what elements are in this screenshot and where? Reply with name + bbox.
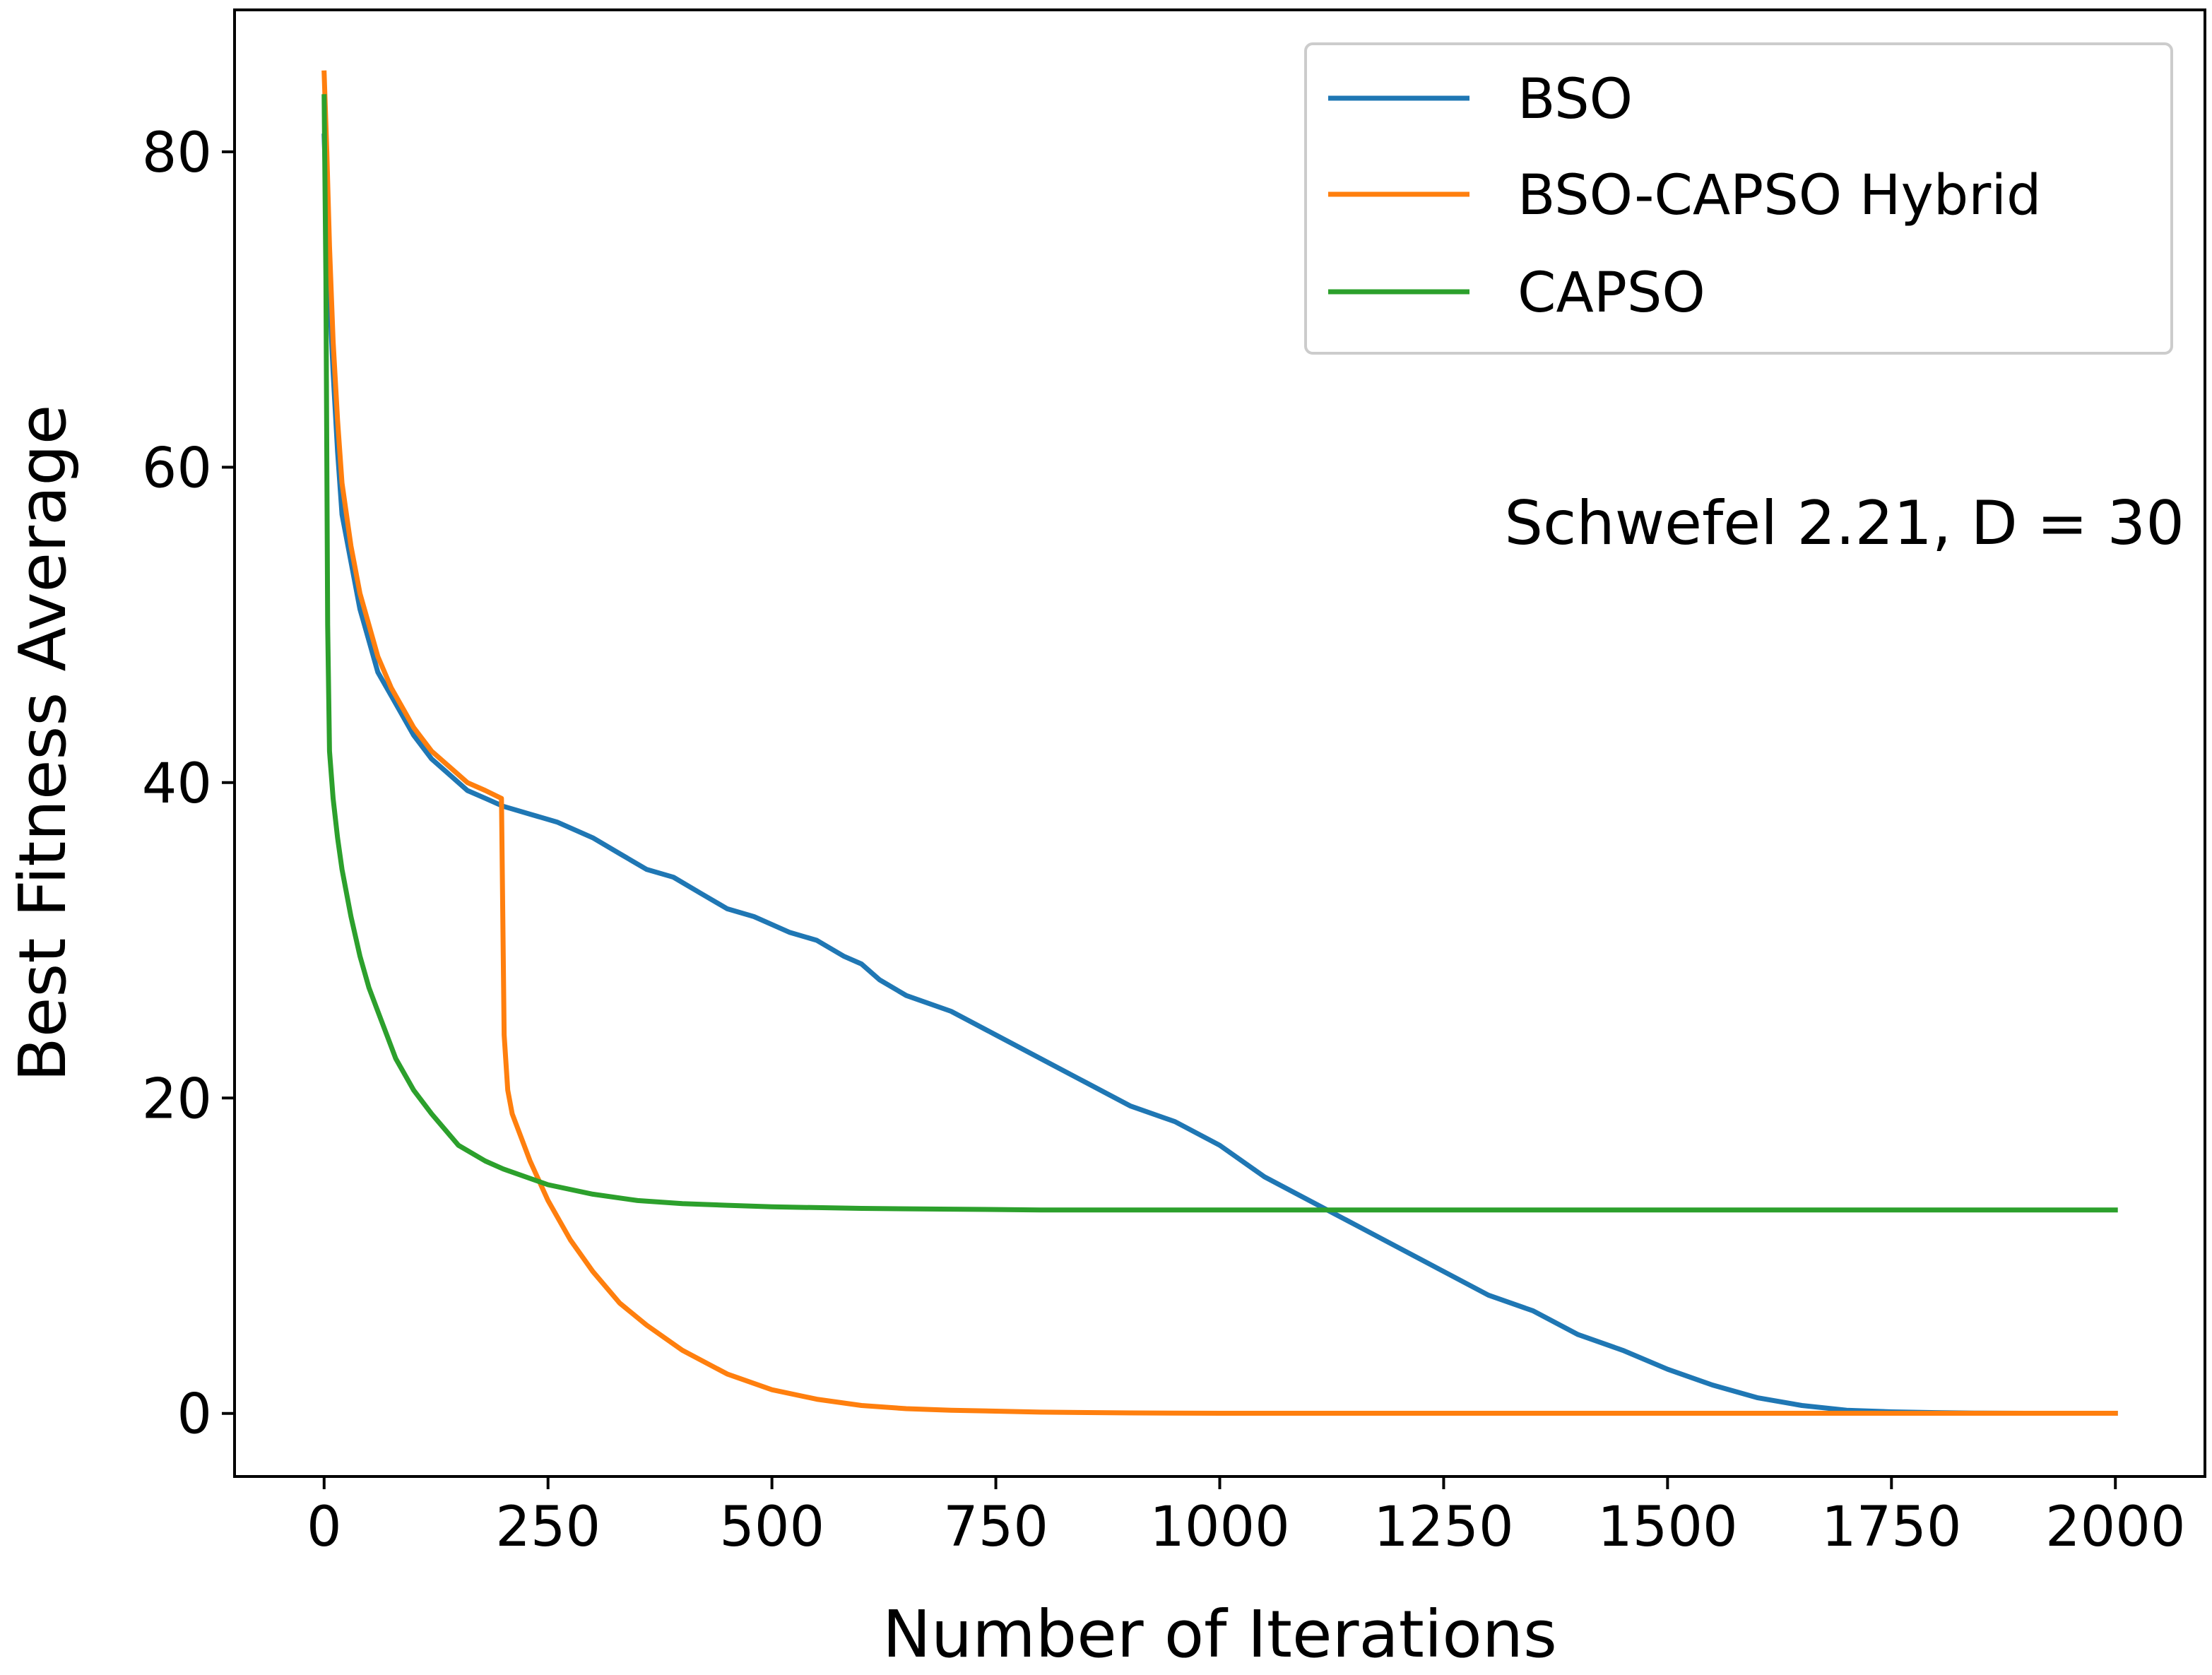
- x-tick-label: 750: [943, 1496, 1048, 1559]
- y-tick-label: 20: [142, 1067, 212, 1131]
- x-tick-label: 1500: [1597, 1496, 1738, 1559]
- x-tick-label: 1250: [1373, 1496, 1514, 1559]
- series-line-capso: [321, 94, 2118, 1213]
- series-line-bso-capso-hybrid: [321, 70, 2118, 1416]
- legend: BSO BSO-CAPSO Hybrid CAPSO: [1304, 42, 2173, 355]
- x-tick-label: 500: [719, 1496, 824, 1559]
- x-tick-label: 250: [495, 1496, 601, 1559]
- legend-label-bso: BSO: [1518, 68, 1633, 131]
- x-tick-label: 2000: [2045, 1496, 2186, 1559]
- chart-annotation: Schwefel 2.21, D = 30: [1504, 488, 2184, 559]
- x-tick-label: 1000: [1149, 1496, 1290, 1559]
- legend-label-capso: CAPSO: [1518, 261, 1705, 325]
- x-tick-label: 1750: [1821, 1496, 1962, 1559]
- series-layer: [321, 70, 2118, 1416]
- y-tick-label: 40: [142, 752, 212, 816]
- ticks-layer: 0 250 500 750 1000 1250 1500 1750 2000 0 20 40 60 80: [142, 122, 2186, 1559]
- y-tick-label: 80: [142, 122, 212, 185]
- legend-items: BSO BSO-CAPSO Hybrid CAPSO: [1328, 68, 2042, 325]
- x-axis-label: Number of Iterations: [882, 1597, 1557, 1672]
- series-line-bso: [321, 133, 2118, 1416]
- y-tick-label: 60: [142, 437, 212, 500]
- x-tick-label: 0: [307, 1496, 342, 1559]
- y-axis-label: Best Fitness Average: [5, 405, 81, 1082]
- legend-box: [1304, 42, 2173, 355]
- y-tick-label: 0: [177, 1383, 212, 1447]
- legend-label-bso-capso-hybrid: BSO-CAPSO Hybrid: [1518, 164, 2042, 227]
